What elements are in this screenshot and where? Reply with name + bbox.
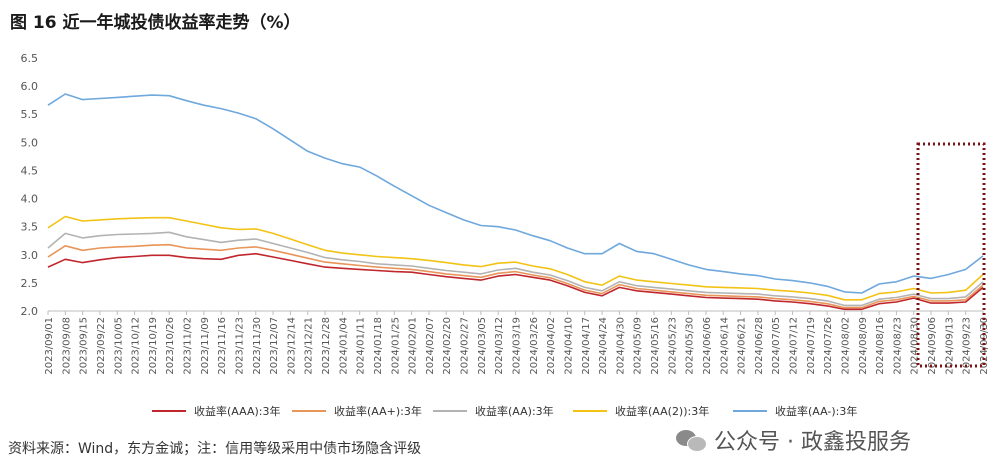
y-tick-label: 4.0 bbox=[21, 193, 39, 206]
x-tick-label: 2024/09/30 bbox=[979, 317, 990, 375]
x-tick-label: 2023/10/12 bbox=[131, 317, 142, 375]
x-tick-label: 2023/11/23 bbox=[234, 317, 245, 375]
x-tick-label: 2024/07/26 bbox=[823, 317, 834, 375]
x-tick-label: 2024/08/09 bbox=[858, 317, 869, 375]
y-axis-ticks: 2.0 2.5 3.0 3.5 4.0 4.5 5.0 5.5 6.0 6.5 bbox=[21, 52, 39, 318]
x-tick-label: 2024/07/05 bbox=[771, 317, 782, 375]
x-tick-label: 2024/05/23 bbox=[667, 317, 678, 375]
x-tick-label: 2024/01/18 bbox=[373, 317, 384, 375]
series-line bbox=[47, 215, 984, 301]
y-tick-label: 4.5 bbox=[21, 164, 39, 177]
x-tick-label: 2023/09/15 bbox=[79, 317, 90, 375]
x-tick-label: 2024/03/19 bbox=[512, 317, 523, 375]
x-tick-label: 2024/04/24 bbox=[598, 317, 609, 375]
x-tick-label: 2023/10/26 bbox=[165, 317, 176, 375]
x-tick-label: 2024/07/12 bbox=[789, 317, 800, 375]
series-line bbox=[47, 252, 984, 311]
x-tick-label: 2024/05/09 bbox=[633, 317, 644, 375]
page-title: 图 16 近一年城投债收益率走势（%） bbox=[10, 13, 301, 33]
x-tick-label: 2023/11/09 bbox=[200, 317, 211, 375]
x-tick-label: 2024/01/25 bbox=[390, 317, 401, 375]
x-tick-label: 2024/09/06 bbox=[927, 317, 938, 375]
x-tick-label: 2024/07/19 bbox=[806, 317, 817, 375]
y-tick-label: 6.0 bbox=[21, 80, 39, 93]
series-line bbox=[47, 93, 984, 294]
x-tick-label: 2024/08/16 bbox=[875, 317, 886, 375]
x-tick-label: 2023/11/30 bbox=[252, 317, 263, 375]
x-tick-label: 2023/12/21 bbox=[304, 317, 315, 375]
x-tick-label: 2024/04/02 bbox=[546, 317, 557, 375]
x-tick-label: 2024/03/05 bbox=[477, 317, 488, 375]
x-tick-label: 2023/12/14 bbox=[286, 317, 297, 375]
series-line bbox=[47, 243, 984, 309]
y-tick-label: 6.5 bbox=[21, 52, 39, 65]
source-note: 资料来源：Wind，东方金诚；注：信用等级采用中债市场隐含评级 bbox=[8, 441, 422, 457]
x-axis: 2023/09/01 2023/09/08 2023/09/15 2023/09/22… bbox=[44, 310, 990, 375]
x-tick-label: 2024/06/14 bbox=[719, 317, 730, 375]
x-tick-label: 2023/12/07 bbox=[269, 317, 280, 375]
y-tick-label: 5.5 bbox=[21, 108, 39, 121]
x-tick-label: 2024/04/30 bbox=[615, 317, 626, 375]
legend: 收益率(AAA):3年 收益率(AA+):3年 收益率(AA):3年 收益率(AA(2… bbox=[152, 404, 857, 418]
series-line bbox=[47, 231, 984, 307]
x-tick-label: 2024/06/06 bbox=[702, 317, 713, 375]
x-tick-label: 2024/03/26 bbox=[529, 317, 540, 375]
x-tick-label: 2024/04/17 bbox=[581, 317, 592, 375]
x-tick-label: 2024/04/10 bbox=[563, 317, 574, 375]
x-tick-label: 2024/08/30 bbox=[910, 317, 921, 375]
legend-label: 收益率(AA):3年 bbox=[475, 404, 554, 418]
x-tick-label: 2023/09/08 bbox=[61, 317, 72, 375]
x-tick-label: 2024/08/23 bbox=[892, 317, 903, 375]
x-tick-label: 2024/02/20 bbox=[442, 317, 453, 375]
x-tick-label: 2024/06/21 bbox=[737, 317, 748, 375]
x-tick-label: 2023/09/01 bbox=[44, 317, 55, 375]
legend-label: 收益率(AAA):3年 bbox=[194, 404, 280, 418]
x-tick-label: 2023/10/05 bbox=[113, 317, 124, 375]
x-tick-label: 2024/02/01 bbox=[408, 317, 419, 375]
legend-label: 收益率(AA(2)):3年 bbox=[615, 404, 709, 418]
x-tick-label: 2024/01/11 bbox=[356, 317, 367, 375]
highlight-box bbox=[916, 142, 986, 368]
y-tick-label: 5.0 bbox=[21, 136, 39, 149]
x-tick-label: 2024/08/02 bbox=[840, 317, 851, 375]
x-tick-label: 2024/05/16 bbox=[650, 317, 661, 375]
x-tick-label: 2023/10/19 bbox=[148, 317, 159, 375]
x-tick-label: 2024/02/27 bbox=[460, 317, 471, 375]
y-tick-label: 2.5 bbox=[21, 277, 39, 290]
x-tick-label: 2024/09/23 bbox=[962, 317, 973, 375]
x-tick-label: 2023/09/22 bbox=[96, 317, 107, 375]
y-tick-label: 3.0 bbox=[21, 249, 39, 262]
watermark: 公众号 · 政鑫投服务 bbox=[676, 424, 911, 456]
legend-label: 收益率(AA-):3年 bbox=[775, 404, 857, 418]
x-tick-label: 2024/09/13 bbox=[944, 317, 955, 375]
x-tick-label: 2023/11/16 bbox=[217, 317, 228, 375]
series-lines bbox=[47, 93, 984, 311]
watermark-text: 公众号 · 政鑫投服务 bbox=[714, 430, 911, 455]
wechat-icon bbox=[676, 428, 707, 452]
legend-label: 收益率(AA+):3年 bbox=[334, 404, 422, 418]
x-tick-label: 2023/12/28 bbox=[321, 317, 332, 375]
x-tick-label: 2024/03/12 bbox=[494, 317, 505, 375]
x-tick-label: 2024/05/30 bbox=[685, 317, 696, 375]
x-tick-label: 2024/06/28 bbox=[754, 317, 765, 375]
x-tick-label: 2024/02/07 bbox=[425, 317, 436, 375]
y-tick-label: 3.5 bbox=[21, 221, 39, 234]
x-tick-label: 2023/11/02 bbox=[183, 317, 194, 375]
y-tick-label: 2.0 bbox=[21, 305, 39, 318]
x-tick-label: 2024/01/04 bbox=[338, 317, 349, 375]
